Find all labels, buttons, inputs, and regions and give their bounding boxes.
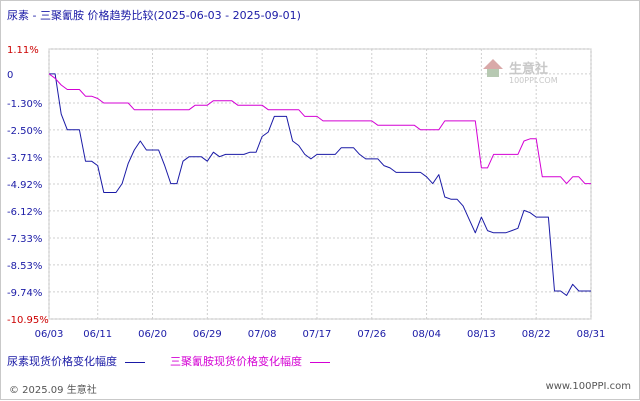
x-tick-label: 06/11 xyxy=(83,329,112,340)
legend: 尿素现货价格变化幅度 三聚氰胺现货价格变化幅度 xyxy=(7,353,352,369)
x-tick-label: 07/26 xyxy=(357,329,386,340)
y-tick-label: -4.92% xyxy=(7,180,42,191)
y-tick-label: 0 xyxy=(7,70,13,81)
y-tick-label: -8.53% xyxy=(7,261,42,272)
watermark-logo-roof xyxy=(483,59,503,69)
y-tick-label: -10.95% xyxy=(7,315,49,326)
x-tick-label: 08/04 xyxy=(412,329,441,340)
x-tick-label: 06/20 xyxy=(138,329,167,340)
watermark-url: 100PPI.COM xyxy=(509,76,558,85)
grid-layer xyxy=(48,48,592,320)
y-tick-label: -2.50% xyxy=(7,126,42,137)
legend-swatch-series-1 xyxy=(124,361,145,363)
series-layer xyxy=(48,73,591,296)
y-tick-label: -6.12% xyxy=(7,207,42,218)
axis-layer: 1.11% 0 -1.30% -2.50% -3.71% -4.92% -6.12% -7.3… xyxy=(7,45,605,340)
y-tick-label: -1.30% xyxy=(7,99,42,110)
x-tick-label: 07/17 xyxy=(303,329,332,340)
watermark-logo-body xyxy=(487,69,499,77)
y-tick-label: 1.11% xyxy=(7,45,39,56)
x-tick-label: 08/31 xyxy=(577,329,606,340)
legend-label-series-1: 尿素现货价格变化幅度 xyxy=(7,355,117,368)
series-line-1 xyxy=(49,73,591,296)
x-tick-label: 07/08 xyxy=(248,329,277,340)
x-tick-label: 08/13 xyxy=(467,329,496,340)
y-tick-label: -7.33% xyxy=(7,234,42,245)
site-link[interactable]: www.100PPI.com xyxy=(545,381,631,392)
x-tick-label: 06/29 xyxy=(193,329,222,340)
x-tick-label: 06/03 xyxy=(35,329,64,340)
watermark-name: 生意社 xyxy=(509,61,548,77)
copyright-text: © 2025.09 生意社 xyxy=(9,385,97,396)
y-tick-label: -9.74% xyxy=(7,288,42,299)
x-tick-label: 08/22 xyxy=(522,329,551,340)
y-tick-label: -3.71% xyxy=(7,153,42,164)
chart-title: 尿素 - 三聚氰胺 价格趋势比较(2025-06-03 - 2025-09-01… xyxy=(7,9,301,22)
legend-label-series-2: 三聚氰胺现货价格变化幅度 xyxy=(170,355,302,368)
series-line-2 xyxy=(48,73,591,185)
legend-swatch-series-2 xyxy=(309,361,330,363)
